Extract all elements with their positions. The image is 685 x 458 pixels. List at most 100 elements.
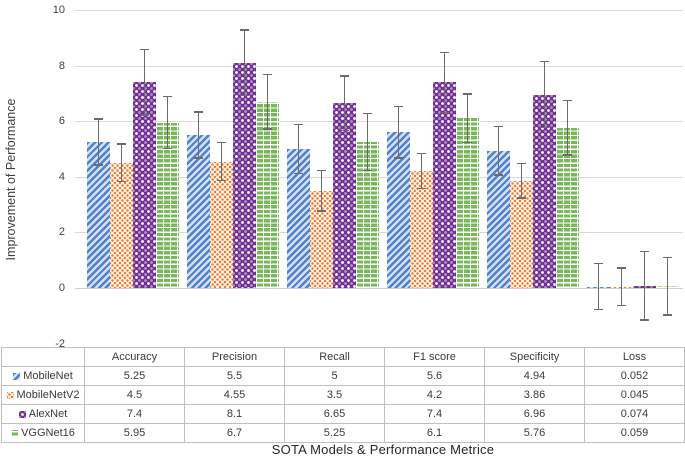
error-cap-bottom (317, 210, 326, 212)
table-row-alexnet: AlexNet 7.4 8.1 6.65 7.4 6.96 0.074 (1, 404, 685, 424)
error-cap-top (417, 153, 426, 155)
table-row-mobilenet: MobileNet 5.25 5.5 5 5.6 4.94 0.052 (1, 366, 685, 386)
error-bar-mobilenet-precision (197, 111, 200, 159)
y-tick-label: 6 (58, 115, 65, 128)
error-cap-top (440, 51, 449, 53)
error-cap-bottom (94, 164, 103, 166)
table-cell-alexnet-precision: 8.1 (184, 404, 285, 424)
error-cap-bottom (417, 188, 426, 190)
table-cell-vggnet16-precision: 6.7 (184, 423, 285, 443)
table-cell-mobilenet-specificity: 4.94 (484, 366, 585, 386)
bar-vggnet16-precision (256, 101, 279, 288)
error-cap-top (117, 143, 126, 145)
legend-key-icon-alexnet (18, 411, 26, 418)
error-cap-bottom (663, 314, 672, 316)
error-bar-mobilenet-accuracy (97, 118, 100, 166)
error-bar-alexnet-accuracy (143, 48, 146, 116)
error-cap-bottom (140, 114, 149, 116)
error-bar-alexnet-recall (343, 75, 346, 131)
table-cell-alexnet-accuracy: 7.4 (84, 404, 185, 424)
table-header-accuracy: Accuracy (84, 347, 185, 367)
error-bar-vggnet16-accuracy (166, 96, 169, 149)
bar-mobilenetv2-precision (210, 161, 233, 288)
error-bar-vggnet16-recall (366, 112, 369, 172)
error-cap-top (340, 75, 349, 77)
table-cell-mobilenetv2-recall: 3.5 (284, 385, 385, 405)
bar-mobilenetv2-recall (310, 190, 333, 288)
table-cell-mobilenetv2-precision: 4.55 (184, 385, 285, 405)
error-cap-bottom (563, 154, 572, 156)
error-cap-top (540, 61, 549, 63)
bar-vggnet16-specificity (556, 127, 579, 288)
error-cap-top (317, 169, 326, 172)
table-cell-alexnet-specificity: 6.96 (484, 404, 585, 424)
error-bar-alexnet-loss (643, 251, 646, 321)
error-bar-alexnet-precision (243, 29, 246, 97)
bar-mobilenet-recall (287, 149, 310, 288)
error-cap-bottom (163, 147, 172, 149)
table-header-f1-score: F1 score (384, 347, 485, 367)
error-cap-bottom (463, 142, 472, 144)
error-cap-top (363, 112, 372, 115)
error-bar-mobilenetv2-recall (320, 169, 323, 212)
error-bar-mobilenet-specificity (497, 125, 500, 176)
table-cell-vggnet16-f1-score: 6.1 (384, 423, 485, 443)
error-cap-bottom (240, 94, 249, 97)
error-cap-top (640, 251, 649, 253)
error-cap-top (463, 93, 472, 95)
error-bar-mobilenetv2-loss (620, 267, 623, 307)
table-cell-mobilenetv2-specificity: 3.86 (484, 385, 585, 405)
table-cell-alexnet-f1-score: 7.4 (384, 404, 485, 424)
table-cell-mobilenet-precision: 5.5 (184, 366, 285, 386)
error-cap-top (594, 262, 603, 265)
gridline-y6 (75, 121, 683, 123)
gridline-y2 (75, 232, 683, 234)
error-cap-bottom (263, 128, 272, 130)
table-header-specificity: Specificity (484, 347, 585, 367)
error-cap-bottom (617, 304, 626, 307)
error-cap-bottom (294, 172, 303, 175)
table-cell-mobilenetv2-loss: 0.045 (584, 385, 685, 405)
gridline-y0 (75, 288, 683, 289)
table-cell-mobilenet-recall: 5 (284, 366, 385, 386)
error-cap-top (294, 123, 303, 126)
error-cap-bottom (394, 157, 403, 159)
error-cap-top (240, 29, 249, 31)
error-cap-top (617, 267, 626, 269)
table-cell-mobilenet-loss: 0.052 (584, 366, 685, 386)
table-cell-mobilenet-accuracy: 5.25 (84, 366, 185, 386)
table-cell-vggnet16-specificity: 5.76 (484, 423, 585, 443)
error-bar-alexnet-specificity (543, 61, 546, 128)
legend-label-mobilenetv2: MobileNetV2 (1, 385, 85, 405)
error-cap-bottom (363, 169, 372, 172)
bar-alexnet-recall (333, 103, 356, 288)
error-cap-bottom (517, 197, 526, 199)
error-cap-bottom (194, 157, 203, 159)
error-cap-bottom (117, 181, 126, 183)
error-cap-bottom (340, 129, 349, 131)
legend-key-icon-vggnet16 (11, 430, 19, 437)
error-bar-mobilenetv2-specificity (520, 162, 523, 199)
table-cell-vggnet16-loss: 0.059 (584, 423, 685, 443)
gridline-y10 (75, 10, 683, 11)
error-cap-bottom (594, 308, 603, 311)
error-cap-top (517, 162, 526, 164)
error-cap-top (194, 111, 203, 113)
table-row-vggnet16: VGGNet16 5.95 6.7 5.25 6.1 5.76 0.059 (1, 423, 685, 443)
error-cap-top (494, 125, 503, 127)
legend-label-alexnet: AlexNet (1, 404, 85, 424)
x-axis-title: SOTA Models & Performance Metrice (271, 442, 495, 457)
table-cell-mobilenetv2-f1-score: 4.2 (384, 385, 485, 405)
bar-mobilenet-precision (187, 135, 210, 288)
bar-mobilenet-specificity (487, 150, 510, 288)
table-cell-alexnet-recall: 6.65 (284, 404, 385, 424)
table-header-loss: Loss (584, 347, 685, 367)
error-bar-vggnet16-precision (266, 73, 269, 130)
bar-mobilenetv2-specificity (510, 180, 533, 288)
table-header-recall: Recall (284, 347, 385, 367)
bar-mobilenetv2-accuracy (110, 162, 133, 288)
error-bar-vggnet16-specificity (566, 100, 569, 156)
y-tick-label: 2 (58, 226, 65, 239)
bar-alexnet-accuracy (133, 82, 156, 288)
